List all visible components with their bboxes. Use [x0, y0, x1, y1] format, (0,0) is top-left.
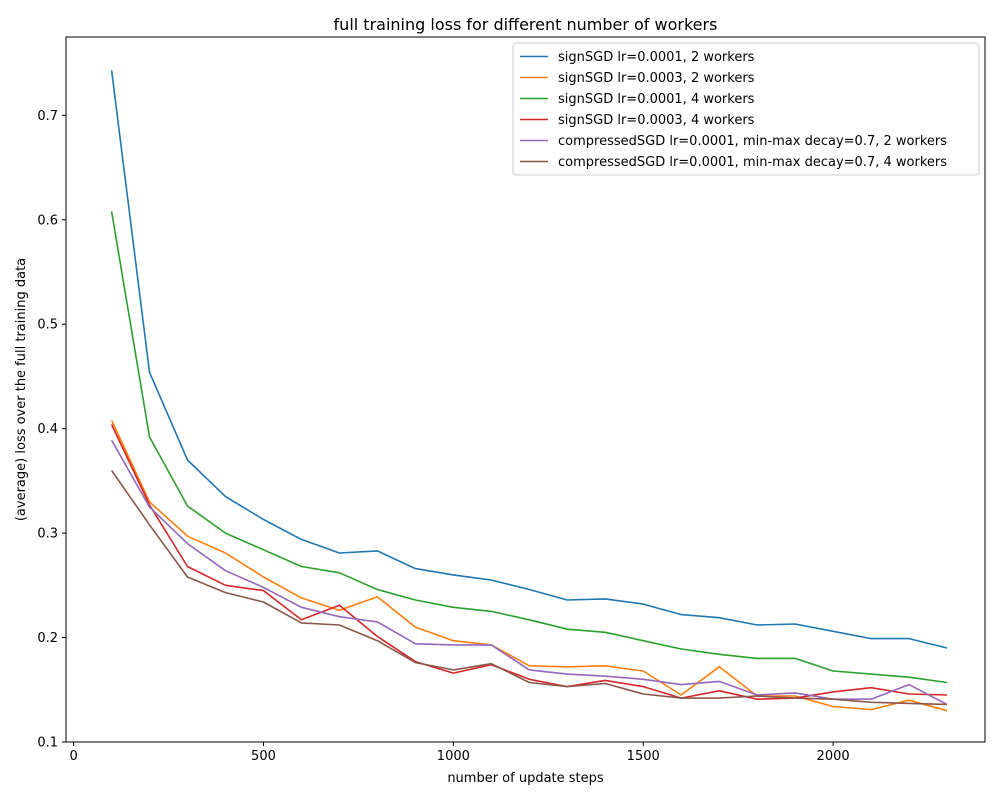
legend-entry: compressedSGD lr=0.0001, min-max decay=0… — [558, 134, 947, 149]
series-line-3 — [110, 211, 948, 684]
legend-entry: compressedSGD lr=0.0001, min-max decay=0… — [558, 155, 947, 170]
legend: signSGD lr=0.0001, 2 workers signSGD lr=0… — [512, 42, 980, 176]
legend-entry: signSGD lr=0.0001, 2 workers — [558, 50, 755, 65]
x-tick-label: 2000 — [817, 749, 850, 764]
plot-frame — [65, 36, 986, 743]
series-line-1 — [110, 70, 948, 649]
chart-title: full training loss for different number … — [334, 15, 718, 34]
y-tick-label: 0.3 — [37, 527, 58, 542]
legend-entry: signSGD lr=0.0003, 2 workers — [558, 71, 755, 86]
series-line-2 — [110, 419, 948, 712]
legend-box — [512, 42, 980, 176]
legend-entry: signSGD lr=0.0003, 4 workers — [558, 113, 755, 128]
series-line-5 — [110, 439, 948, 706]
x-axis-label: number of update steps — [447, 771, 604, 786]
legend-entry: signSGD lr=0.0001, 4 workers — [558, 92, 755, 107]
series-line-6 — [110, 469, 948, 706]
y-axis-label: (average) loss over the full training da… — [14, 258, 29, 521]
x-tick-label: 1500 — [627, 749, 660, 764]
x-tick-label: 0 — [69, 749, 77, 764]
axes: 0 500 1000 1500 2000 0.1 0.2 0.3 0.4 0.5 0.6 0.7 — [37, 109, 849, 764]
x-tick-label: 500 — [251, 749, 276, 764]
y-tick-label: 0.2 — [37, 631, 58, 646]
y-tick-label: 0.5 — [37, 318, 58, 333]
y-tick-label: 0.4 — [37, 422, 58, 437]
x-tick-label: 1000 — [437, 749, 470, 764]
plot-area — [110, 70, 948, 712]
y-tick-label: 0.6 — [37, 213, 58, 228]
y-tick-label: 0.1 — [37, 736, 58, 751]
y-tick-label: 0.7 — [37, 109, 58, 124]
series-line-4 — [110, 424, 948, 701]
